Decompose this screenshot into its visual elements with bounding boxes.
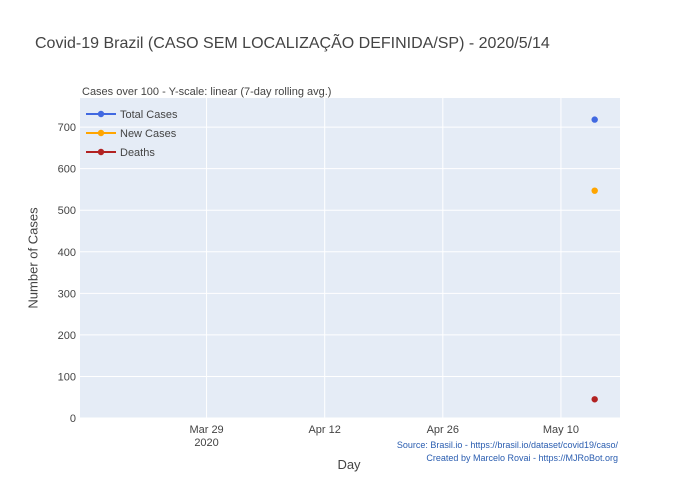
- chart-subtitle: Cases over 100 - Y-scale: linear (7-day …: [82, 86, 332, 98]
- y-tick-label: 700: [58, 122, 76, 134]
- x-tick-label: Apr 26: [427, 424, 459, 436]
- credit-note[interactable]: Created by Marcelo Rovai - https://MJRoB…: [426, 453, 618, 463]
- legend-label: New Cases: [120, 128, 177, 140]
- source-note[interactable]: Source: Brasil.io - https://brasil.io/da…: [396, 440, 618, 450]
- legend-label: Deaths: [120, 147, 155, 159]
- y-tick-label: 300: [58, 288, 76, 300]
- y-tick-label: 400: [58, 247, 76, 259]
- x-axis-label: Day: [337, 457, 361, 472]
- plot-background: [80, 98, 620, 418]
- data-point: [591, 187, 598, 194]
- y-tick-label: 0: [70, 413, 76, 425]
- x-tick-label: Mar 29: [189, 424, 223, 436]
- legend-marker: [97, 148, 105, 156]
- y-tick-label: 500: [58, 205, 76, 217]
- y-tick-label: 600: [58, 164, 76, 176]
- x-tick-label: Apr 12: [308, 424, 340, 436]
- chart-title: Covid-19 Brazil (CASO SEM LOCALIZAÇÃO DE…: [35, 35, 550, 52]
- legend-marker: [97, 110, 105, 118]
- data-point: [591, 396, 598, 403]
- legend-marker: [97, 129, 105, 137]
- data-point: [591, 116, 598, 123]
- y-tick-label: 100: [58, 371, 76, 383]
- y-tick-label: 200: [58, 330, 76, 342]
- x-tick-label: May 10: [543, 424, 579, 436]
- y-axis-label: Number of Cases: [25, 207, 41, 309]
- legend-label: Total Cases: [120, 109, 178, 121]
- x-tick-sublabel: 2020: [194, 437, 218, 449]
